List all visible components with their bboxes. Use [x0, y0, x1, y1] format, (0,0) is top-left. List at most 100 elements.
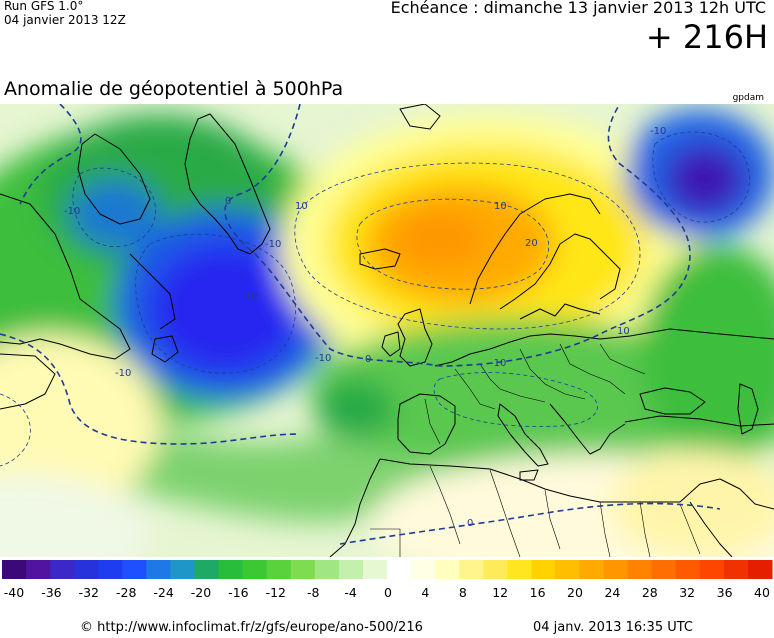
contour-label: -10	[650, 126, 666, 137]
colorbar-swatch	[170, 560, 195, 579]
red-sea	[689, 501, 733, 557]
colorbar-swatch	[723, 560, 749, 579]
contour-label: -10	[490, 358, 506, 369]
colorbar-tick-label: 28	[642, 585, 658, 600]
colorbar-swatch	[74, 560, 99, 579]
valid-time: Echéance : dimanche 13 janvier 2013 12h …	[390, 0, 766, 17]
colorbar-swatch	[555, 560, 580, 579]
morocco-coast	[329, 458, 381, 557]
colorbar-ticks: -40 -36 -32 -28 -24 -20 -16 -12 -8 -4 0 4 8 12 16 20 24 2…	[4, 585, 770, 600]
colorbar-tick-label: -16	[228, 585, 248, 600]
colorbar-swatch	[242, 560, 268, 579]
sw-corner-white-region	[0, 474, 150, 557]
svalbard	[399, 104, 441, 130]
colorbar-swatch	[50, 560, 75, 579]
zero-contour-greenland	[224, 104, 691, 367]
colorbar-swatch	[338, 560, 364, 579]
colorbar: -40 -36 -32 -28 -24 -20 -16 -12 -8 -4 0 4 8 12 16 20 24 2…	[2, 560, 773, 600]
mideast-yellow-region	[610, 449, 774, 557]
contour-label: 20	[525, 238, 538, 249]
colorbar-tick-label: -40	[4, 585, 24, 600]
anomaly-map: -10 -10 -10 -10 10 10 20 10 -10 10 0 0 0…	[0, 104, 774, 557]
caspian-sea	[737, 383, 759, 435]
colorbar-tick-label: -12	[266, 585, 286, 600]
contour-label: 10	[295, 201, 308, 212]
east-green-region	[640, 244, 774, 464]
southwest-yellow-region	[0, 334, 160, 514]
sicily	[519, 469, 539, 481]
colorbar-swatch	[194, 560, 220, 579]
colorbar-tick-label: -20	[191, 585, 211, 600]
colorbar-swatch	[98, 560, 123, 579]
scandinavia-high-peak	[395, 211, 485, 267]
colorbar-tick-label: 24	[604, 585, 620, 600]
colorbar-tick-label: 12	[492, 585, 508, 600]
colorbar-tick-label: -28	[116, 585, 136, 600]
forecast-lead: + 216H	[645, 18, 768, 56]
contour-low-10	[135, 233, 296, 374]
anomaly-field	[0, 109, 774, 557]
contour-label: -10	[64, 206, 80, 217]
colorbar-swatches	[2, 560, 773, 579]
siberia-low-core	[665, 144, 745, 214]
colorbar-swatch	[435, 560, 460, 579]
colorbar-tick-label: 16	[530, 585, 546, 600]
contour-label: 10	[245, 291, 258, 302]
colorbar-tick-label: 32	[679, 585, 695, 600]
contour-siberia-10	[652, 131, 750, 223]
map-title: Anomalie de géopotentiel à 500hPa	[4, 78, 344, 100]
colorbar-swatch	[459, 560, 484, 579]
contour-canada-10	[72, 167, 156, 247]
colorbar-tick-label: -4	[344, 585, 357, 600]
unit-label: gpdam	[732, 93, 764, 103]
colorbar-swatch	[387, 560, 412, 579]
colorbar-swatch	[651, 560, 677, 579]
turkey	[624, 415, 774, 427]
zero-contour-south	[339, 502, 721, 545]
contour-label: 10	[617, 326, 630, 337]
colorbar-tick-label: 8	[459, 585, 467, 600]
colorbar-swatch	[290, 560, 316, 579]
sweden-finland	[499, 233, 621, 310]
italy	[497, 403, 549, 467]
colorbar-swatch	[26, 560, 51, 579]
contour-lines	[0, 104, 750, 545]
ireland	[381, 331, 401, 357]
colorbar-swatch	[603, 560, 629, 579]
colorbar-swatch	[483, 560, 508, 579]
colorbar-swatch	[675, 560, 701, 579]
zero-contour-northwest	[19, 104, 82, 205]
contour-sw-10	[0, 393, 31, 467]
contour-label: 0	[467, 518, 473, 529]
colorbar-tick-label: -36	[41, 585, 61, 600]
colorbar-swatch	[627, 560, 653, 579]
contour-label: -10	[115, 368, 131, 379]
canada-low	[70, 179, 160, 249]
contour-high-10	[294, 162, 641, 330]
colorbar-tick-label: 0	[384, 585, 392, 600]
colorbar-swatch	[362, 560, 388, 579]
canada-coast	[0, 193, 131, 360]
canada-east-coast	[0, 353, 56, 410]
british-isles	[397, 308, 433, 367]
colorbar-tick-label: -32	[79, 585, 99, 600]
coastlines	[0, 104, 774, 557]
contour-label: 0	[365, 354, 371, 365]
country-borders	[370, 343, 701, 557]
contour-label-group: -10 -10 -10 -10 10 10 20 10 -10 10 0 0 0…	[64, 126, 666, 529]
render-date: 04 janv. 2013 16:35 UTC	[532, 620, 693, 635]
balkans	[549, 403, 626, 455]
black-sea	[639, 387, 706, 415]
colorbar-swatch	[507, 560, 532, 579]
colorbar-tick-label: 4	[421, 585, 429, 600]
colorbar-swatch	[699, 560, 725, 579]
europe-green-region	[310, 319, 730, 469]
colorbar-swatch	[146, 560, 171, 579]
colorbar-swatch	[411, 560, 436, 579]
contour-high-20	[356, 198, 550, 290]
contour-label: -10	[315, 353, 331, 364]
contour-label: -10	[265, 239, 281, 250]
mideast-coast	[679, 478, 774, 510]
init-date: 04 janvier 2013 12Z	[4, 13, 126, 27]
greenland-coast	[184, 113, 271, 255]
